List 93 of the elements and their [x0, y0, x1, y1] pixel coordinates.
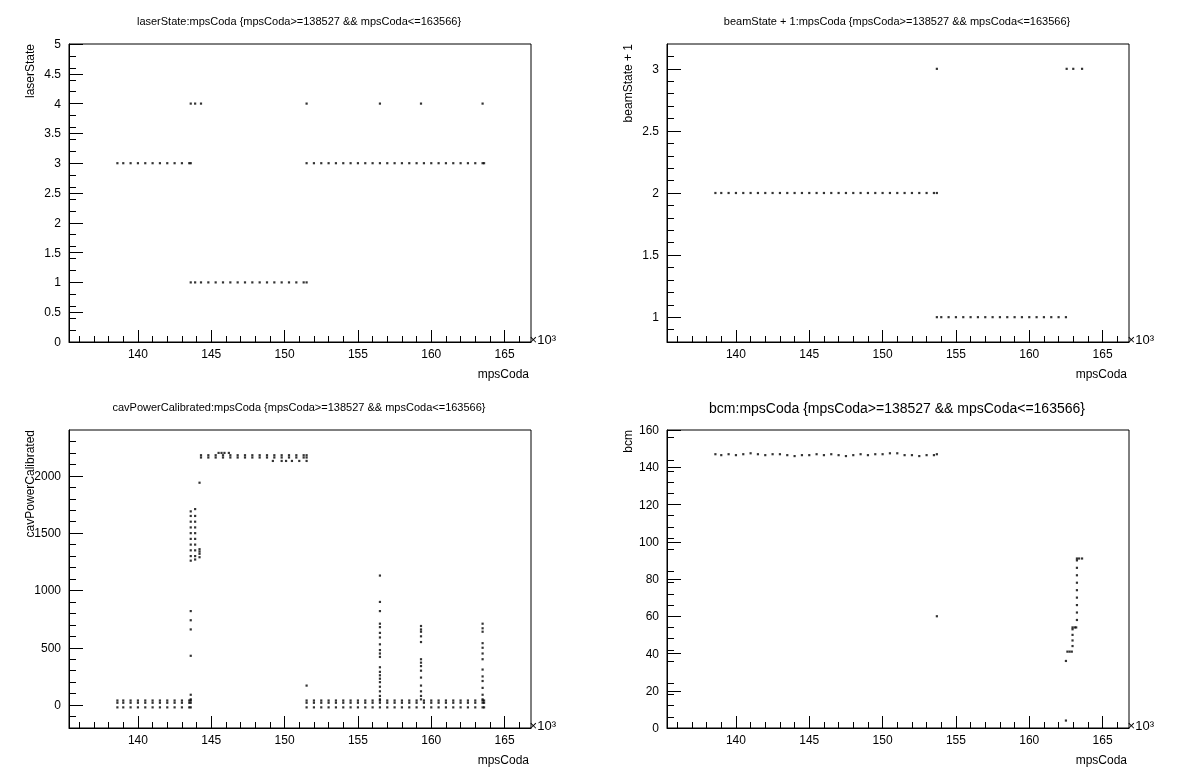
- y-tick-label: 1500: [34, 526, 62, 541]
- chart-title: cavPowerCalibrated:mpsCoda {mpsCoda>=138527 && mpsCoda<=163566}: [112, 400, 486, 413]
- x-axis-title: mpsCoda: [477, 367, 530, 381]
- y-tick-label: 3: [652, 61, 660, 76]
- x-tick-label: 150: [274, 733, 295, 747]
- y-axis-title: bcm: [621, 430, 635, 453]
- y-tick-label: 1: [54, 275, 62, 290]
- y-tick-label: 0.5: [44, 305, 62, 320]
- point: [116, 162, 119, 165]
- y-tick-label: 40: [645, 646, 660, 661]
- x-tick-label: 150: [872, 347, 893, 361]
- y-tick-label: 4: [54, 96, 62, 111]
- y-tick-label: 0: [54, 335, 62, 349]
- annotation: ×10³: [1127, 332, 1155, 347]
- y-axis-title: beamState + 1: [621, 43, 635, 123]
- x-tick-label: 165: [494, 347, 515, 361]
- point: [481, 652, 484, 655]
- y-tick-label: 0: [652, 721, 660, 735]
- x-tick-label: 140: [725, 347, 747, 361]
- x-tick-label: 165: [494, 733, 515, 747]
- point: [189, 628, 192, 631]
- x-tick-label: 155: [347, 347, 369, 361]
- y-tick-label: 60: [645, 609, 660, 624]
- y-tick-label: 2: [54, 215, 62, 230]
- point: [116, 706, 119, 709]
- annotation: ×10³: [529, 718, 557, 733]
- annotation: ×10³: [1127, 718, 1155, 733]
- x-tick-label: 150: [872, 733, 893, 747]
- point: [194, 526, 197, 529]
- y-axis-title: laserState: [23, 43, 37, 99]
- x-tick-label: 155: [945, 347, 967, 361]
- y-tick-label: 20: [645, 683, 660, 698]
- point: [1071, 644, 1074, 648]
- y-tick-label: 3.5: [44, 126, 62, 141]
- y-tick-label: 4.5: [44, 66, 62, 81]
- x-tick-label: 160: [1019, 733, 1040, 747]
- x-tick-label: 165: [1092, 733, 1113, 747]
- point: [1071, 633, 1074, 636]
- y-tick-label: 160: [638, 423, 660, 437]
- x-tick-label: 160: [421, 733, 442, 747]
- x-axis-title: mpsCoda: [1075, 753, 1128, 767]
- y-tick-label: 80: [645, 572, 660, 586]
- y-tick-label: 100: [638, 534, 660, 549]
- x-tick-label: 160: [1019, 347, 1040, 361]
- y-tick-label: 2.5: [44, 186, 62, 200]
- point: [419, 676, 423, 679]
- y-tick-label: 1: [652, 310, 660, 325]
- chart-title: laserState:mpsCoda {mpsCoda>=138527 && mpsCoda<=163566}: [136, 14, 462, 27]
- y-tick-label: 2.5: [642, 123, 660, 138]
- y-tick-label: 2: [652, 186, 660, 200]
- x-axis-title: mpsCoda: [1075, 367, 1128, 381]
- point: [1080, 557, 1084, 560]
- point: [1064, 719, 1068, 722]
- annotation: ×10³: [529, 332, 557, 347]
- x-tick-label: 145: [201, 347, 222, 361]
- point: [419, 684, 423, 687]
- y-tick-label: 500: [40, 640, 62, 655]
- y-tick-label: 5: [54, 37, 62, 51]
- chart-title: bcm:mpsCoda {mpsCoda>=138527 && mpsCoda<=163566}: [709, 400, 1086, 416]
- point: [198, 556, 201, 559]
- point: [378, 636, 382, 639]
- x-tick-label: 160: [421, 347, 442, 361]
- y-tick-label: 0: [54, 698, 62, 713]
- point: [714, 191, 717, 195]
- point: [305, 684, 308, 687]
- point: [714, 453, 717, 456]
- y-tick-label: 140: [638, 460, 660, 475]
- x-tick-label: 140: [127, 347, 149, 361]
- y-tick-label: 3: [54, 156, 62, 171]
- y-tick-label: 120: [638, 497, 660, 512]
- y-tick-label: 1000: [34, 583, 62, 598]
- point: [198, 481, 201, 484]
- point: [1071, 639, 1074, 642]
- x-axis-title: mpsCoda: [477, 753, 530, 767]
- x-tick-label: 145: [201, 733, 222, 747]
- x-tick-label: 150: [274, 347, 295, 361]
- y-tick-label: 1.5: [44, 245, 62, 260]
- x-tick-label: 145: [799, 733, 820, 747]
- y-tick-label: 1.5: [642, 248, 660, 263]
- point: [481, 675, 484, 678]
- x-tick-label: 140: [725, 733, 747, 747]
- point: [481, 668, 484, 671]
- point: [378, 652, 382, 655]
- x-tick-label: 165: [1092, 347, 1113, 361]
- y-tick-label: 2000: [34, 468, 62, 483]
- point: [1075, 611, 1079, 614]
- point: [189, 526, 192, 529]
- point: [378, 574, 382, 577]
- x-tick-label: 155: [945, 733, 967, 747]
- x-tick-label: 155: [347, 733, 369, 747]
- x-tick-label: 145: [799, 347, 820, 361]
- x-tick-label: 140: [127, 733, 149, 747]
- chart-title: beamState + 1:mpsCoda {mpsCoda>=138527 && mpsCoda<=163566}: [723, 14, 1071, 27]
